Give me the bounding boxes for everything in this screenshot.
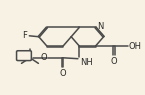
Text: O: O (110, 57, 117, 66)
Text: F: F (22, 31, 27, 40)
Text: N: N (97, 22, 104, 31)
Text: NH: NH (80, 58, 93, 67)
Text: O: O (59, 68, 66, 78)
FancyBboxPatch shape (17, 51, 31, 61)
Text: O: O (41, 53, 48, 62)
Text: OH: OH (129, 42, 142, 51)
